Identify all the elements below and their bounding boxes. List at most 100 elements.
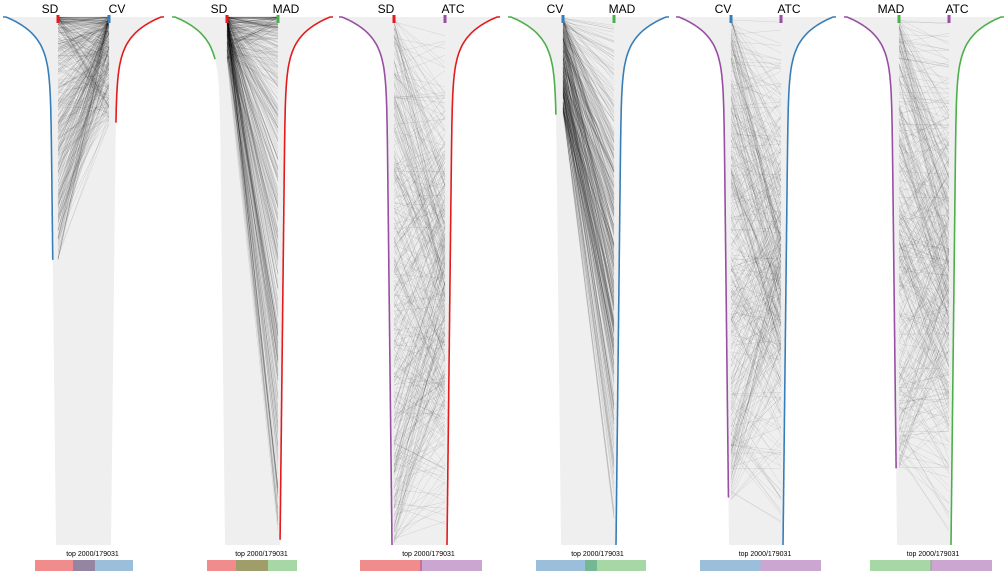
rank-line: [562, 72, 615, 201]
rank-line: [393, 140, 446, 244]
rank-line: [730, 267, 782, 382]
rank-line: [57, 52, 110, 152]
rank-line: [562, 79, 615, 165]
rank-line: [393, 338, 446, 456]
right-set-bar: [235, 560, 297, 571]
rank-line: [562, 18, 615, 107]
rank-line: [730, 34, 782, 240]
rank-line: [898, 210, 950, 228]
rank-line: [226, 47, 279, 233]
rank-line: [226, 31, 279, 36]
rank-line: [898, 176, 950, 300]
rank-line: [562, 45, 615, 173]
rank-line: [393, 238, 446, 382]
rank-line: [57, 19, 110, 169]
rank-line: [57, 120, 110, 132]
rank-line: [226, 48, 279, 255]
rank-line: [898, 172, 950, 193]
rank-line: [562, 97, 615, 291]
rank-line: [562, 107, 615, 519]
rank-line: [898, 290, 950, 378]
rank-line: [562, 107, 615, 440]
rank-line: [562, 86, 615, 459]
rank-line: [730, 182, 782, 359]
rank-line: [562, 110, 615, 248]
rank-line: [393, 284, 446, 500]
rank-line: [562, 64, 615, 195]
rank-line: [898, 56, 950, 205]
rank-line: [562, 57, 615, 161]
rank-line: [57, 18, 110, 59]
rank-line: [730, 28, 782, 54]
rank-line: [57, 39, 110, 70]
rank-line: [393, 311, 446, 388]
rank-line: [226, 16, 279, 28]
right-axis-marker: [443, 15, 447, 23]
rank-line: [226, 17, 279, 147]
rank-line: [226, 19, 279, 123]
rank-line: [393, 150, 446, 243]
rank-line: [730, 80, 782, 197]
rank-line: [57, 18, 110, 136]
rank-line: [898, 260, 950, 296]
rank-line: [57, 86, 110, 168]
rank-line: [226, 24, 279, 493]
rank-line: [57, 24, 110, 32]
rank-line: [57, 16, 110, 20]
rank-line: [562, 50, 615, 122]
rank-line: [57, 16, 110, 63]
rank-line: [562, 94, 615, 405]
rank-line: [562, 66, 615, 229]
rank-line: [226, 16, 279, 117]
rank-line: [226, 23, 279, 43]
rank-line: [226, 16, 279, 58]
rank-line: [730, 274, 782, 467]
rank-line: [730, 321, 782, 416]
rank-line: [562, 106, 615, 379]
rank-line: [562, 38, 615, 168]
rank-line: [226, 33, 279, 60]
rank-line: [57, 41, 110, 140]
rank-line: [226, 18, 279, 498]
rank-line: [57, 21, 110, 25]
rank-line: [562, 80, 615, 425]
rank-line: [898, 93, 950, 151]
rank-line: [730, 139, 782, 332]
rank-line: [393, 236, 446, 298]
rank-line: [898, 77, 950, 203]
rank-line: [393, 248, 446, 346]
rank-line: [562, 82, 615, 333]
rank-line: [730, 58, 782, 293]
rank-line: [898, 262, 950, 412]
rank-line: [393, 322, 446, 428]
right-ranked-curve: [950, 16, 1004, 545]
rank-line: [562, 50, 615, 146]
rank-line: [226, 17, 279, 36]
rank-line: [57, 31, 110, 190]
rank-line: [57, 17, 110, 198]
rank-line: [57, 17, 110, 232]
rank-line: [393, 423, 446, 497]
rank-line: [730, 247, 782, 269]
rank-line: [57, 16, 110, 148]
left-funnel: [679, 17, 731, 545]
rank-line: [898, 305, 950, 420]
rank-line: [898, 302, 950, 396]
rank-line: [562, 84, 615, 196]
rank-line: [730, 228, 782, 234]
rank-line: [226, 38, 279, 40]
rank-line: [730, 158, 782, 328]
rank-line: [226, 24, 279, 48]
rank-line: [562, 79, 615, 277]
rank-line: [393, 412, 446, 442]
rank-line: [898, 373, 950, 396]
rank-line: [226, 18, 279, 362]
rank-line: [226, 24, 279, 47]
rank-line: [393, 245, 446, 363]
rank-line: [57, 112, 110, 156]
rank-line: [730, 164, 782, 180]
rank-line: [898, 277, 950, 452]
rank-line: [562, 45, 615, 168]
rank-line: [898, 65, 950, 117]
rank-line: [898, 135, 950, 262]
